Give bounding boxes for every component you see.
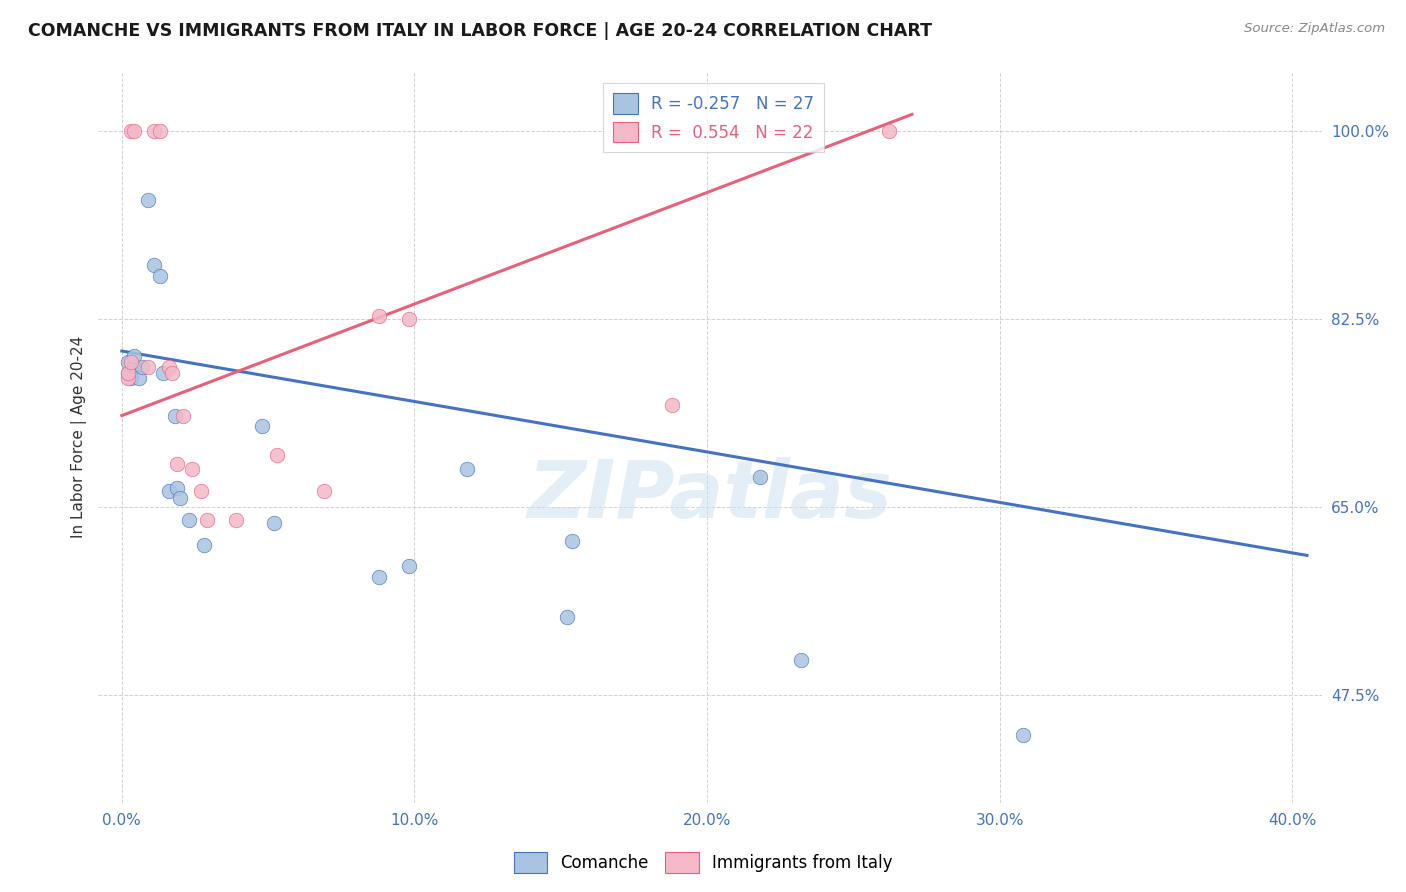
Point [163,409,186,423]
Point [179,513,201,527]
Point [120,371,142,385]
Point [368,309,391,323]
Point [195,513,218,527]
Point [117,355,139,369]
Point [877,123,900,137]
Point [190,483,212,498]
Point [166,481,188,495]
Point [152,366,174,380]
Point [398,311,420,326]
Point [117,371,139,385]
Point [120,355,142,369]
Point [193,538,215,552]
Point [157,483,180,498]
Point [1012,728,1035,742]
Point [122,360,145,375]
Point [181,462,204,476]
Point [160,366,183,380]
Point [748,470,770,484]
Point [263,516,285,530]
Point [398,559,420,574]
Point [143,258,166,272]
Point [266,449,288,463]
Point [128,371,150,385]
Point [368,570,391,584]
Point [117,366,139,380]
Text: Source: ZipAtlas.com: Source: ZipAtlas.com [1244,22,1385,36]
Point [143,123,166,137]
Point [555,609,578,624]
Point [661,398,683,412]
Point [561,534,583,549]
Point [790,653,813,667]
Point [136,194,159,208]
Point [122,123,145,137]
Point [149,123,172,137]
Point [312,483,335,498]
Point [166,457,188,471]
Point [149,268,172,283]
Y-axis label: In Labor Force | Age 20-24: In Labor Force | Age 20-24 [72,336,87,538]
Point [169,491,191,506]
Point [136,360,159,375]
Point [117,366,139,380]
Text: COMANCHE VS IMMIGRANTS FROM ITALY IN LABOR FORCE | AGE 20-24 CORRELATION CHART: COMANCHE VS IMMIGRANTS FROM ITALY IN LAB… [28,22,932,40]
Legend: R = -0.257   N = 27, R =  0.554   N = 22: R = -0.257 N = 27, R = 0.554 N = 22 [603,83,824,153]
Legend: Comanche, Immigrants from Italy: Comanche, Immigrants from Italy [508,846,898,880]
Point [225,513,247,527]
Point [252,419,274,434]
Text: ZIPatlas: ZIPatlas [527,457,893,534]
Point [172,409,194,423]
Point [120,123,142,137]
Point [131,360,153,375]
Point [157,360,180,375]
Point [456,462,478,476]
Point [122,350,145,364]
